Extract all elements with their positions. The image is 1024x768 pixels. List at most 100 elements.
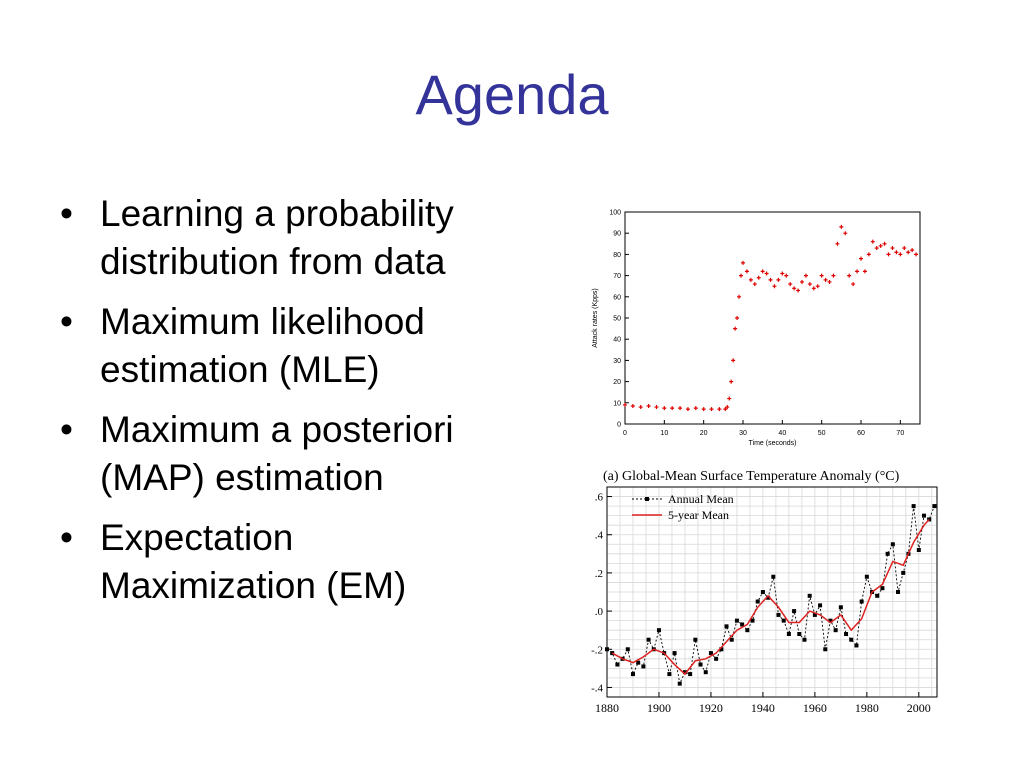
y-tick-label: 80 bbox=[613, 252, 621, 259]
legend-marker-annual bbox=[645, 497, 649, 501]
data-point bbox=[815, 284, 820, 289]
x-tick-label: 30 bbox=[739, 430, 747, 437]
x-tick-label: 1920 bbox=[699, 701, 723, 715]
data-point bbox=[878, 243, 883, 248]
annual-mean-point bbox=[724, 624, 729, 629]
data-point bbox=[731, 358, 736, 363]
agenda-item-line: Learning a probability bbox=[100, 193, 454, 234]
bullet-marker: • bbox=[60, 193, 73, 234]
data-point bbox=[623, 402, 627, 407]
agenda-item-line: estimation (MLE) bbox=[100, 349, 380, 390]
data-point bbox=[835, 241, 840, 246]
annual-mean-point bbox=[797, 632, 802, 636]
data-point bbox=[670, 406, 675, 411]
data-point bbox=[866, 252, 871, 257]
data-point bbox=[914, 252, 919, 257]
y-tick-label: .4 bbox=[595, 530, 604, 542]
x-tick-label: 1980 bbox=[855, 701, 879, 715]
annual-mean-point bbox=[745, 628, 750, 633]
data-point bbox=[733, 326, 738, 331]
agenda-item: • Learning a probability distribution fr… bbox=[58, 190, 558, 286]
agenda-item-line: Maximum a posteriori bbox=[100, 409, 454, 450]
x-tick-label: 2000 bbox=[907, 701, 931, 715]
annual-mean-point bbox=[792, 609, 797, 614]
data-point bbox=[764, 271, 769, 276]
annual-mean-point bbox=[688, 672, 693, 677]
annual-mean-point bbox=[802, 637, 807, 642]
annual-mean-point bbox=[776, 612, 781, 617]
plot-frame bbox=[606, 486, 938, 698]
data-point bbox=[902, 246, 907, 251]
y-tick-label: .2 bbox=[595, 568, 603, 580]
y-tick-label: 40 bbox=[613, 337, 621, 344]
x-tick-label: 20 bbox=[700, 430, 708, 437]
annual-mean-line bbox=[606, 505, 935, 686]
annual-mean-point bbox=[729, 637, 734, 642]
annual-mean-point bbox=[885, 551, 890, 556]
data-point bbox=[862, 269, 867, 274]
agenda-item-line: (MAP) estimation bbox=[100, 457, 384, 498]
annual-mean-point bbox=[714, 656, 719, 661]
y-tick-label: 70 bbox=[613, 273, 621, 280]
bullet-marker: • bbox=[60, 517, 73, 558]
data-point bbox=[803, 273, 808, 278]
y-tick-label: 10 bbox=[613, 400, 621, 407]
annual-mean-point bbox=[771, 574, 776, 579]
data-point bbox=[693, 406, 698, 411]
data-point bbox=[839, 224, 844, 229]
data-point bbox=[685, 407, 690, 412]
agenda-item: • Maximum likelihood estimation (MLE) bbox=[58, 298, 558, 394]
data-point bbox=[776, 277, 781, 282]
data-point bbox=[678, 406, 683, 411]
data-point bbox=[739, 273, 744, 278]
annual-mean-point bbox=[896, 590, 901, 594]
data-point bbox=[886, 252, 891, 257]
annual-mean-point bbox=[880, 586, 885, 591]
annual-mean-point bbox=[922, 513, 927, 518]
annual-mean-point bbox=[875, 593, 880, 598]
data-point bbox=[788, 282, 793, 287]
data-point bbox=[851, 282, 856, 287]
x-tick-label: 70 bbox=[896, 430, 904, 437]
data-point bbox=[910, 248, 915, 253]
x-axis-label: Time (seconds) bbox=[749, 440, 797, 447]
annual-mean-point bbox=[641, 664, 646, 669]
x-tick-label: 1940 bbox=[751, 701, 775, 715]
annual-mean-point bbox=[849, 637, 854, 642]
data-point bbox=[646, 403, 651, 408]
data-point bbox=[882, 241, 887, 246]
annual-mean-point bbox=[636, 660, 641, 665]
bullet-marker: • bbox=[60, 301, 73, 342]
temperature-anomaly-chart: (a) Global-Mean Surface Temperature Anom… bbox=[591, 469, 938, 715]
data-point bbox=[760, 269, 765, 274]
annual-mean-point bbox=[667, 672, 672, 677]
data-point bbox=[729, 379, 734, 384]
x-tick-label: 1900 bbox=[647, 701, 671, 715]
attack-rate-chart: 0 10 20 30 40 50 60 70 0 10 20 30 40 50 60 70 80 90 100 Tim… bbox=[592, 210, 921, 447]
data-point bbox=[709, 407, 714, 412]
x-tick-label: 40 bbox=[778, 430, 786, 437]
annual-mean-point bbox=[605, 647, 609, 652]
annual-mean-point bbox=[755, 599, 760, 604]
data-point bbox=[874, 246, 879, 251]
data-point bbox=[725, 405, 730, 410]
x-tick-label: 1880 bbox=[595, 701, 619, 715]
annual-mean-point bbox=[719, 647, 724, 652]
annual-mean-point bbox=[901, 570, 906, 575]
agenda-item-line: Maximum likelihood bbox=[100, 301, 425, 342]
data-point bbox=[847, 273, 852, 278]
data-point bbox=[792, 286, 797, 291]
data-point bbox=[800, 279, 804, 284]
annual-mean-point bbox=[916, 548, 921, 552]
annual-mean-point bbox=[766, 595, 771, 600]
plot-frame bbox=[624, 211, 921, 425]
data-point bbox=[831, 273, 836, 278]
data-point bbox=[870, 239, 875, 244]
y-tick-label: 0 bbox=[617, 422, 621, 429]
slide-title: Agenda bbox=[415, 63, 609, 126]
annual-mean-point bbox=[630, 672, 635, 677]
data-point bbox=[784, 273, 789, 278]
annual-mean-point bbox=[656, 628, 661, 633]
data-point bbox=[827, 279, 832, 284]
data-point bbox=[772, 284, 777, 289]
